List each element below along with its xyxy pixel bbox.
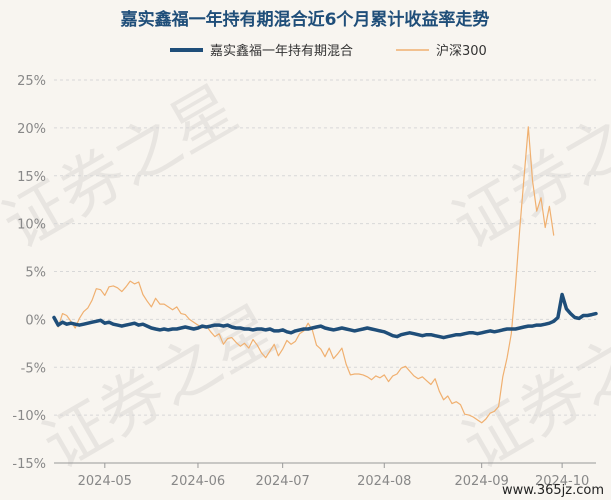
axes: 25% 20% 15% 10% 5% 0% -5% -10% -15% 2024-05 2024-0…	[12, 74, 596, 489]
watermark-text-1: 证券之星	[0, 72, 250, 264]
y-tick-label: -15%	[12, 457, 46, 472]
watermark-text-4: 证券之星	[451, 292, 611, 484]
y-tick-label: 0%	[25, 313, 46, 328]
watermark-url: www.365jz.com	[502, 483, 604, 498]
grid	[54, 79, 596, 416]
legend-label-index: 沪深300	[436, 43, 487, 59]
watermark-text-3: 证券之星	[441, 72, 611, 264]
x-tick-label: 2024-07	[255, 474, 309, 489]
x-tick-label: 2024-09	[455, 474, 509, 489]
y-tick-label: -5%	[21, 361, 46, 376]
chart-title: 嘉实鑫福一年持有期混合近6个月累计收益率走势	[120, 9, 490, 30]
y-tick-label: 25%	[17, 74, 46, 89]
y-tick-label: 20%	[17, 122, 46, 137]
x-tick-label: 2024-08	[357, 474, 411, 489]
series-line-index	[53, 126, 555, 424]
x-tick-label: 2024-06	[171, 474, 225, 489]
y-tick-label: 15%	[17, 170, 46, 185]
y-tick-label: -10%	[12, 409, 46, 424]
series	[52, 126, 598, 424]
y-tick-label: 10%	[17, 218, 46, 233]
watermark: 证券之星 证券之星 证券之星 证券之星	[0, 72, 611, 484]
legend: 嘉实鑫福一年持有期混合 沪深300	[170, 43, 487, 59]
x-tick-label: 2024-05	[78, 474, 132, 489]
legend-label-fund: 嘉实鑫福一年持有期混合	[210, 43, 353, 59]
x-tick-label: 2024-10	[535, 474, 589, 489]
y-tick-label: 5%	[25, 266, 46, 281]
series-line-fund	[52, 292, 598, 340]
